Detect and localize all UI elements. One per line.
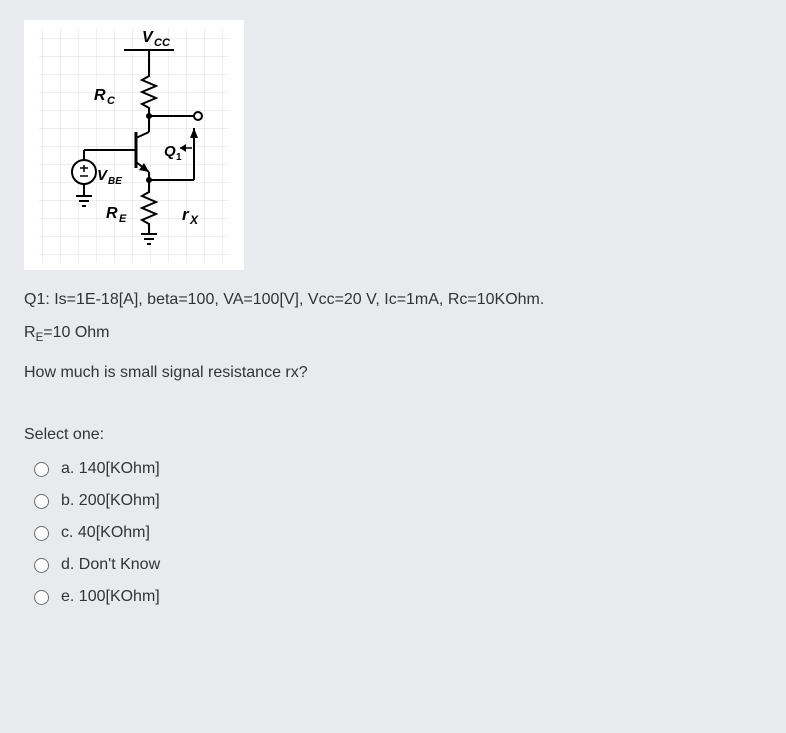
question-line-1: Q1: Is=1E-18[A], beta=100, VA=100[V], Vc… <box>24 286 762 313</box>
svg-text:R: R <box>94 87 106 104</box>
option-b-radio[interactable] <box>34 494 49 509</box>
svg-text:CC: CC <box>154 37 171 49</box>
select-one-label: Select one: <box>24 426 762 444</box>
option-a-radio[interactable] <box>34 462 49 477</box>
option-c: c. 40[KOhm] <box>34 524 762 542</box>
option-e-label: e. 100[KOhm] <box>61 588 160 606</box>
svg-text:R: R <box>106 205 118 222</box>
option-d-radio[interactable] <box>34 558 49 573</box>
option-d-label: d. Don't Know <box>61 556 160 574</box>
option-e: e. 100[KOhm] <box>34 588 762 606</box>
svg-text:BE: BE <box>108 176 122 187</box>
circuit-diagram: V CC R C Q 1 <box>24 20 244 270</box>
option-c-radio[interactable] <box>34 526 49 541</box>
svg-text:Q: Q <box>164 143 176 160</box>
option-e-radio[interactable] <box>34 590 49 605</box>
svg-text:X: X <box>189 213 199 227</box>
option-b-label: b. 200[KOhm] <box>61 492 160 510</box>
option-a-label: a. 140[KOhm] <box>61 460 160 478</box>
option-d: d. Don't Know <box>34 556 762 574</box>
svg-text:C: C <box>107 95 116 107</box>
option-c-label: c. 40[KOhm] <box>61 524 150 542</box>
svg-text:E: E <box>119 213 127 225</box>
svg-text:V: V <box>142 29 154 46</box>
question-line-3: How much is small signal resistance rx? <box>24 359 762 386</box>
options-list: a. 140[KOhm] b. 200[KOhm] c. 40[KOhm] d.… <box>34 460 762 606</box>
option-b: b. 200[KOhm] <box>34 492 762 510</box>
svg-text:1: 1 <box>176 152 182 163</box>
question-line-2: RE=10 Ohm <box>24 319 762 349</box>
option-a: a. 140[KOhm] <box>34 460 762 478</box>
